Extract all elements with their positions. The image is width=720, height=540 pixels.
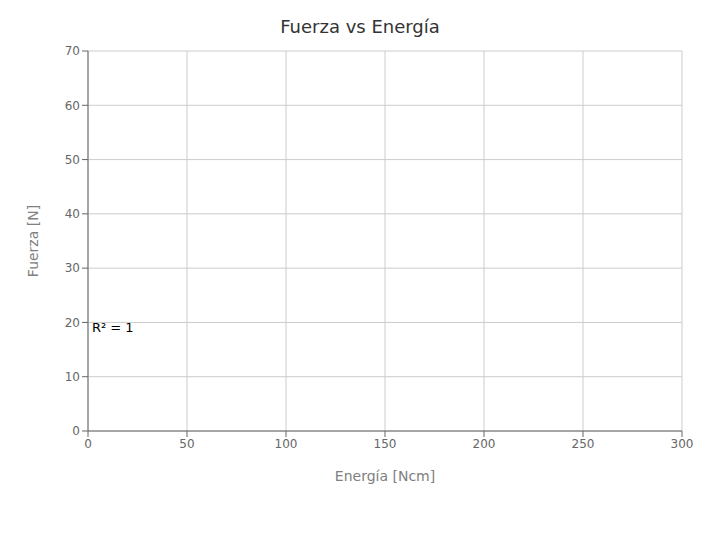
svg-text:200: 200 [473, 437, 496, 451]
svg-text:50: 50 [65, 153, 80, 167]
svg-text:Energía [Ncm]: Energía [Ncm] [335, 468, 435, 484]
svg-text:0: 0 [84, 437, 92, 451]
svg-text:Fuerza [N]: Fuerza [N] [25, 205, 41, 277]
svg-text:40: 40 [65, 207, 80, 221]
svg-text:70: 70 [65, 44, 80, 58]
svg-text:250: 250 [572, 437, 595, 451]
svg-text:20: 20 [65, 316, 80, 330]
svg-text:30: 30 [65, 261, 80, 275]
svg-text:R² = 1: R² = 1 [92, 320, 134, 335]
svg-text:0: 0 [72, 424, 80, 438]
svg-text:10: 10 [65, 370, 80, 384]
svg-text:150: 150 [374, 437, 397, 451]
svg-text:100: 100 [275, 437, 298, 451]
svg-text:60: 60 [65, 99, 80, 113]
svg-text:50: 50 [179, 437, 194, 451]
svg-text:300: 300 [671, 437, 694, 451]
html-text:Fuerza vs Energía: Fuerza vs Energía [280, 16, 440, 37]
